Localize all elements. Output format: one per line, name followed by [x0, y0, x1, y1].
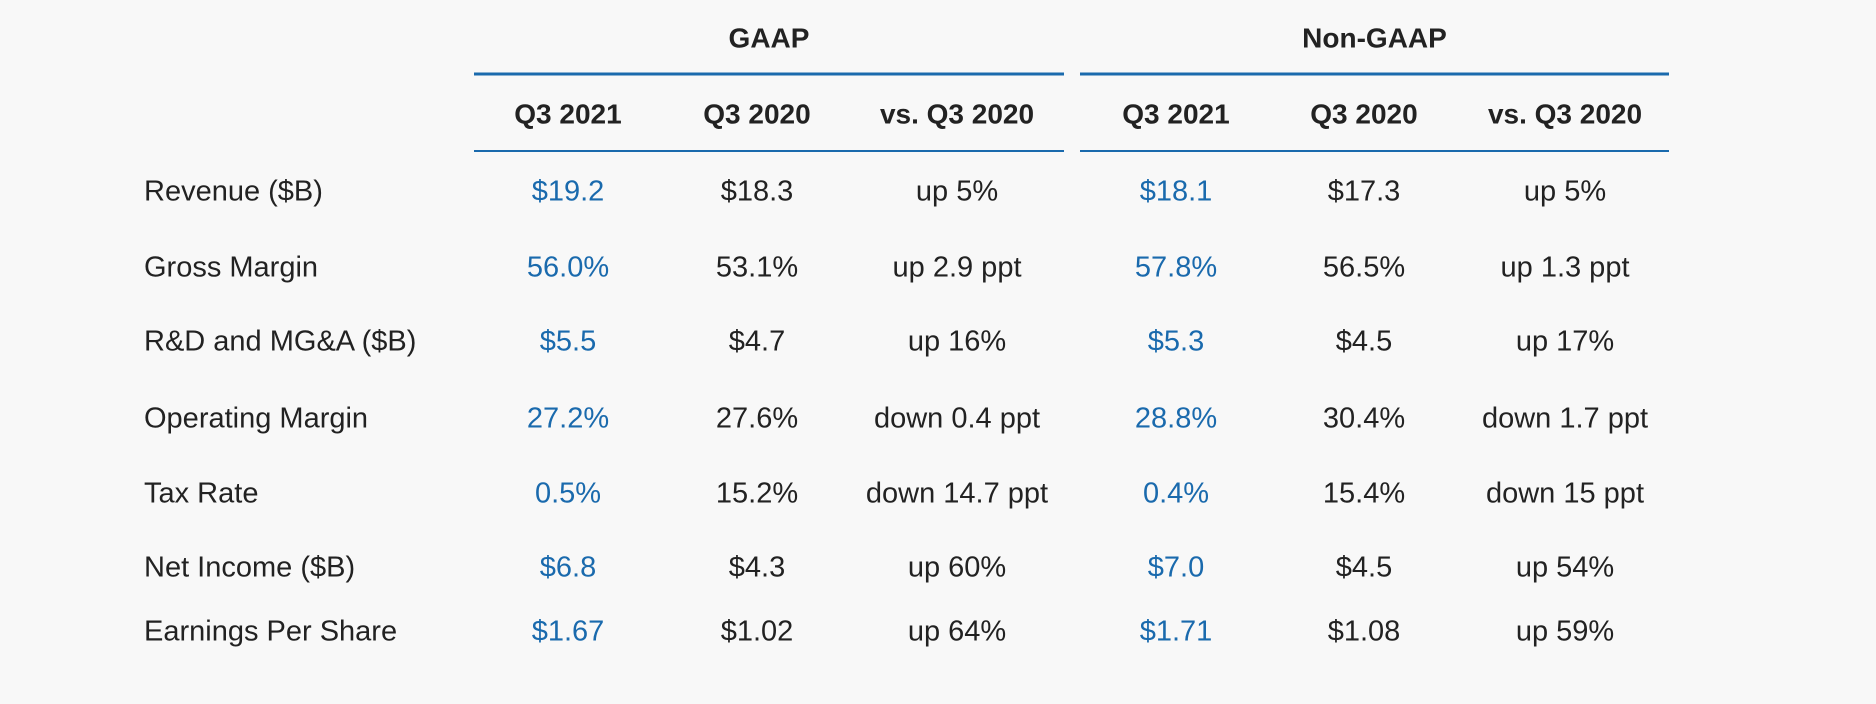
- row-label: Operating Margin: [144, 403, 368, 435]
- cell: $1.67: [532, 616, 605, 648]
- cell: up 2.9 ppt: [893, 252, 1022, 284]
- cell: $19.2: [532, 176, 605, 208]
- cell: 15.2%: [716, 478, 798, 510]
- cell: 0.5%: [535, 478, 601, 510]
- column-header: Q3 2021: [1122, 98, 1229, 129]
- cell: up 59%: [1516, 616, 1614, 648]
- group-title: Non-GAAP: [1302, 22, 1447, 53]
- cell: 28.8%: [1135, 403, 1217, 435]
- cell: 0.4%: [1143, 478, 1209, 510]
- row-label: Gross Margin: [144, 252, 318, 284]
- cell: 56.0%: [527, 252, 609, 284]
- column-header: vs. Q3 2020: [880, 98, 1034, 129]
- cell: $18.1: [1140, 176, 1213, 208]
- cell: up 60%: [908, 552, 1006, 584]
- group-title: GAAP: [729, 22, 810, 53]
- cell: $4.3: [729, 552, 785, 584]
- row-label: R&D and MG&A ($B): [144, 326, 416, 358]
- cell: up 5%: [1524, 176, 1606, 208]
- cell: up 54%: [1516, 552, 1614, 584]
- cell: up 64%: [908, 616, 1006, 648]
- cell: $1.71: [1140, 616, 1213, 648]
- cell: $4.7: [729, 326, 785, 358]
- cell: $6.8: [540, 552, 596, 584]
- cell: $1.02: [721, 616, 794, 648]
- row-label: Net Income ($B): [144, 552, 355, 584]
- cell: up 5%: [916, 176, 998, 208]
- cell: $5.3: [1148, 326, 1204, 358]
- row-label: Revenue ($B): [144, 176, 323, 208]
- cell: $5.5: [540, 326, 596, 358]
- cell: $4.5: [1336, 552, 1392, 584]
- column-header: Q3 2021: [514, 98, 621, 129]
- cell: up 1.3 ppt: [1501, 252, 1630, 284]
- cell: 53.1%: [716, 252, 798, 284]
- cell: up 17%: [1516, 326, 1614, 358]
- cell: down 14.7 ppt: [866, 478, 1048, 510]
- cell: $18.3: [721, 176, 794, 208]
- cell: 27.2%: [527, 403, 609, 435]
- cell: $4.5: [1336, 326, 1392, 358]
- row-label: Tax Rate: [144, 478, 258, 510]
- cell: 57.8%: [1135, 252, 1217, 284]
- cell: down 15 ppt: [1486, 478, 1644, 510]
- cell: down 1.7 ppt: [1482, 403, 1648, 435]
- cell: 15.4%: [1323, 478, 1405, 510]
- column-header: Q3 2020: [703, 98, 810, 129]
- cell: 30.4%: [1323, 403, 1405, 435]
- cell: $7.0: [1148, 552, 1204, 584]
- cell: 56.5%: [1323, 252, 1405, 284]
- cell: $1.08: [1328, 616, 1401, 648]
- cell: 27.6%: [716, 403, 798, 435]
- column-header: Q3 2020: [1310, 98, 1417, 129]
- cell: $17.3: [1328, 176, 1401, 208]
- row-label: Earnings Per Share: [144, 616, 397, 648]
- column-header: vs. Q3 2020: [1488, 98, 1642, 129]
- cell: up 16%: [908, 326, 1006, 358]
- cell: down 0.4 ppt: [874, 403, 1040, 435]
